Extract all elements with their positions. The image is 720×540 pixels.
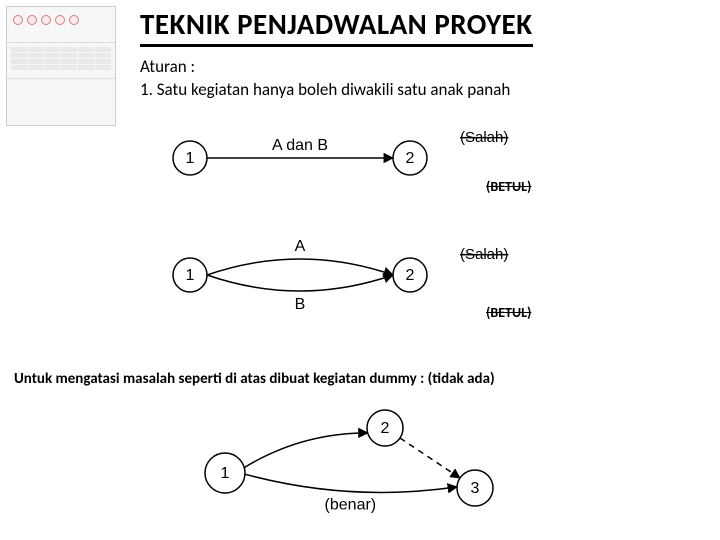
svg-text:2: 2 (381, 420, 390, 437)
svg-text:(Salah): (Salah) (460, 246, 508, 263)
diagram-2: A B 1 2 (Salah) (150, 215, 550, 345)
svg-text:1: 1 (186, 150, 195, 167)
page-title: TEKNIK PENJADWALAN PROYEK (140, 6, 533, 47)
betul-overlay-2: (BETUL) (486, 304, 531, 321)
slide: TEKNIK PENJADWALAN PROYEK Aturan : 1. Sa… (0, 0, 720, 540)
svg-text:B: B (295, 296, 306, 313)
svg-text:3: 3 (471, 480, 480, 497)
svg-text:1: 1 (221, 465, 230, 482)
footer-text: Untuk mengatasi masalah seperti di atas … (14, 370, 495, 388)
diagram-3: (benar) 1 2 3 (170, 398, 540, 533)
svg-text:(benar): (benar) (325, 497, 377, 514)
svg-text:2: 2 (406, 150, 415, 167)
rules-heading: Aturan : (140, 56, 510, 79)
svg-text:(Salah): (Salah) (460, 129, 508, 146)
rule-1: 1. Satu kegiatan hanya boleh diwakili sa… (140, 79, 510, 102)
betul-overlay-1: (BETUL) (486, 178, 531, 195)
svg-text:1: 1 (186, 267, 195, 284)
rules-block: Aturan : 1. Satu kegiatan hanya boleh di… (140, 56, 510, 102)
slide-thumbnail (6, 6, 116, 126)
svg-text:A: A (295, 238, 306, 255)
svg-text:A dan B: A dan B (272, 137, 328, 154)
svg-text:2: 2 (406, 267, 415, 284)
